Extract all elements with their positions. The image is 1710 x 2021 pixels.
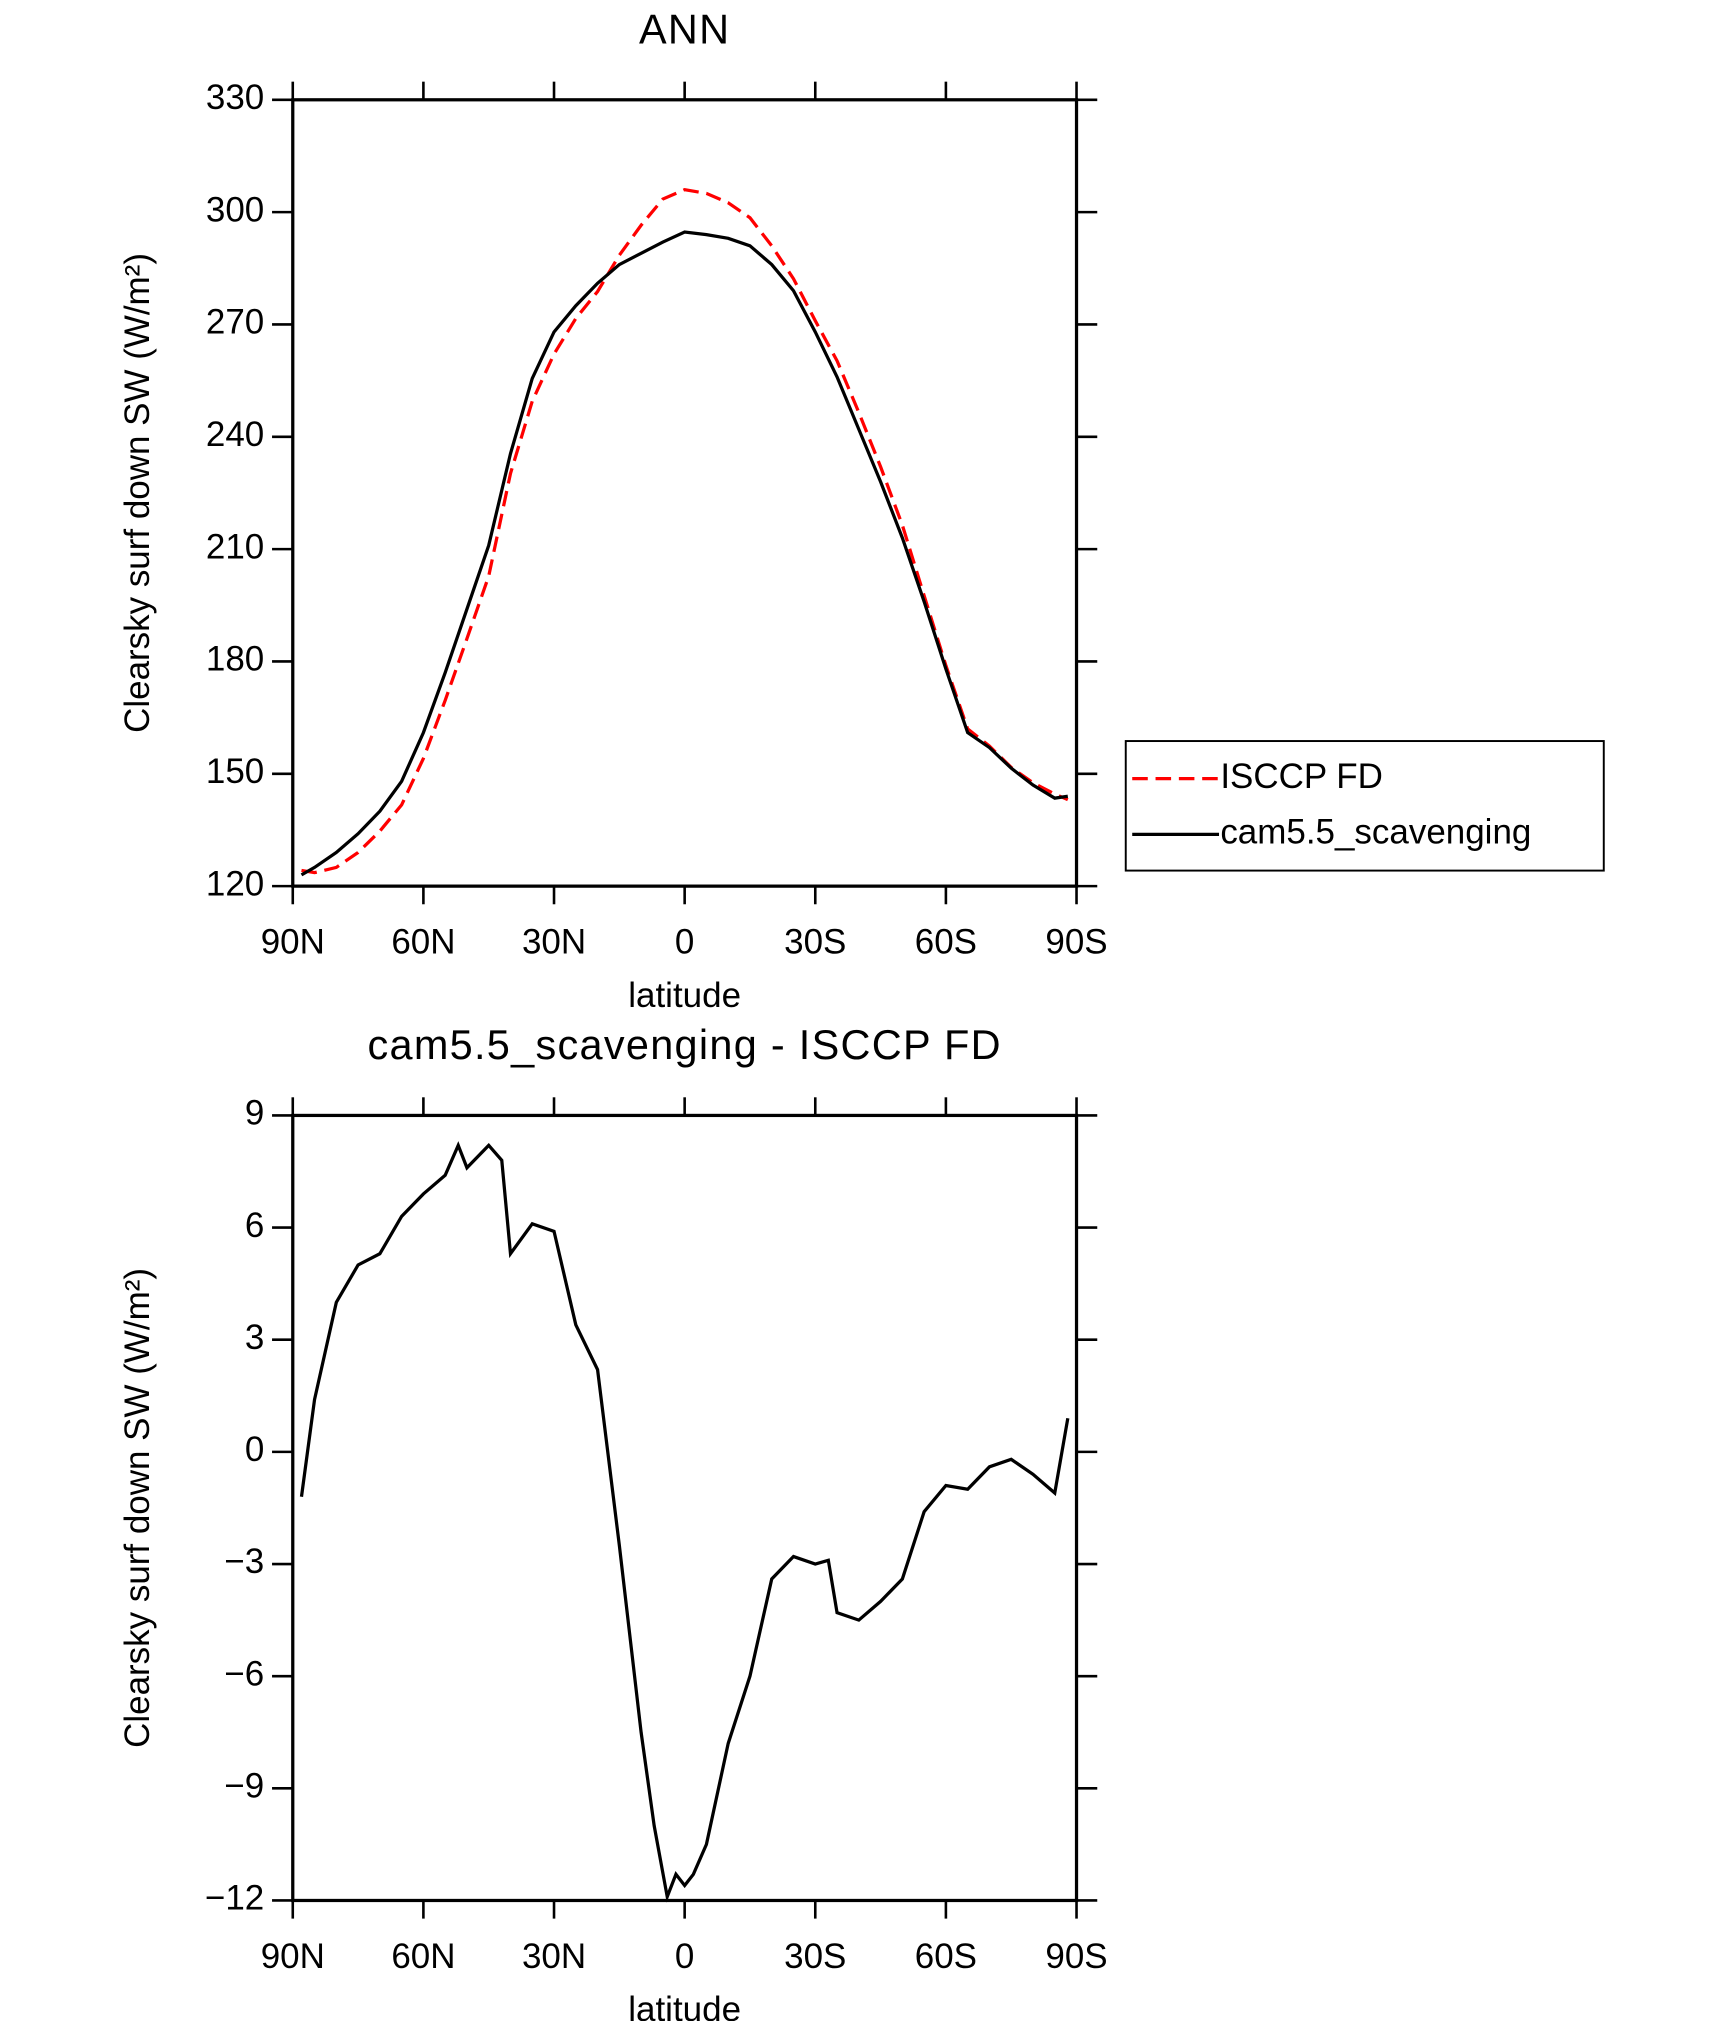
legend-box <box>1124 740 1605 872</box>
x-tick-label: 30S <box>784 1937 846 1976</box>
y-tick-label: 210 <box>206 527 264 566</box>
x-tick-label: 30N <box>522 1937 586 1976</box>
x-tick-label: 0 <box>675 923 694 962</box>
plot-frame <box>291 1113 1079 1903</box>
y-tick-label: 180 <box>206 640 264 679</box>
y-tick-label: 0 <box>245 1430 264 1469</box>
data-line <box>300 230 1069 877</box>
x-tick-label: 90N <box>261 923 325 962</box>
y-tick-label: 150 <box>206 752 264 791</box>
y-tick-label: −6 <box>224 1654 264 1693</box>
x-tick-label: 90S <box>1045 1937 1107 1976</box>
x-axis-label: latitude <box>628 1990 741 2021</box>
y-tick-label: 120 <box>206 864 264 903</box>
chart-title: ANN <box>639 5 730 52</box>
x-tick-label: 60N <box>391 923 455 962</box>
y-tick-label: 3 <box>245 1318 264 1357</box>
y-tick-label: 300 <box>206 190 264 229</box>
x-tick-label: 0 <box>675 1937 694 1976</box>
x-tick-label: 30S <box>784 923 846 962</box>
x-tick-label: 90S <box>1045 923 1107 962</box>
y-tick-label: −12 <box>205 1879 264 1918</box>
y-tick-label: 270 <box>206 303 264 342</box>
y-tick-label: −9 <box>224 1767 264 1806</box>
y-tick-label: 330 <box>206 78 264 117</box>
legend-label: ISCCP FD <box>1220 757 1383 796</box>
y-tick-label: −3 <box>224 1542 264 1581</box>
x-axis-label: latitude <box>628 976 741 1015</box>
y-tick-label: 9 <box>245 1094 264 1133</box>
data-line <box>299 1141 1070 1903</box>
plot-frame <box>291 98 1079 888</box>
x-tick-label: 60N <box>391 1937 455 1976</box>
y-tick-label: 240 <box>206 415 264 454</box>
x-tick-label: 90N <box>261 1937 325 1976</box>
chart-title: cam5.5_scavenging - ISCCP FD <box>367 1021 1001 1068</box>
legend-label: cam5.5_scavenging <box>1220 813 1531 852</box>
y-tick-label: 6 <box>245 1206 264 1245</box>
data-line <box>301 187 1069 875</box>
y-axis-label: Clearsky surf down SW (W/m²) <box>118 253 157 733</box>
y-axis-label: Clearsky surf down SW (W/m²) <box>118 1268 157 1748</box>
x-tick-label: 30N <box>522 923 586 962</box>
x-tick-label: 60S <box>915 923 977 962</box>
x-tick-label: 60S <box>915 1937 977 1976</box>
